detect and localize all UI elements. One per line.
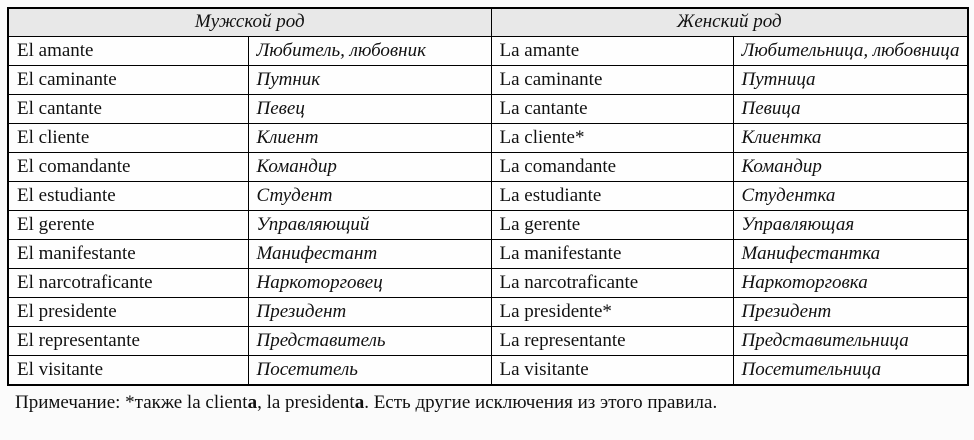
russian-translation-feminine: Путница	[732, 64, 969, 95]
spanish-word-feminine: La manifestante	[490, 238, 734, 269]
spanish-word-masculine: El cantante	[7, 93, 249, 124]
russian-translation-masculine: Наркоторговец	[247, 267, 492, 298]
russian-translation-feminine: Управляющая	[732, 209, 969, 240]
spanish-word-masculine: El estudiante	[7, 180, 249, 211]
table-row: El gerente Управляющий La gerente Управляющ…	[7, 209, 969, 240]
spanish-word-masculine: El gerente	[7, 209, 249, 240]
russian-translation-feminine: Любительница, любовница	[732, 35, 969, 66]
spanish-word-masculine: El amante	[7, 35, 249, 66]
table-row: El cliente Клиент La cliente* Клиентка	[7, 122, 969, 153]
russian-translation-feminine: Представительница	[732, 325, 969, 356]
spanish-word-feminine: La gerente	[490, 209, 734, 240]
header-row: Мужской род Женский род	[7, 7, 969, 37]
footnote-bold-ending: a	[247, 391, 258, 413]
russian-translation-feminine: Наркоторговка	[732, 267, 969, 298]
spanish-word-feminine: La estudiante	[490, 180, 734, 211]
russian-translation-masculine: Певец	[247, 93, 492, 124]
russian-translation-feminine: Командир	[732, 151, 969, 182]
table-row: El representante Представитель La represen…	[7, 325, 969, 356]
spanish-word-feminine: La visitante	[490, 354, 734, 385]
spanish-word-masculine: El manifestante	[7, 238, 249, 269]
header-feminine: Женский род	[490, 7, 969, 37]
russian-translation-feminine: Студентка	[732, 180, 969, 211]
spanish-word-masculine: El representante	[7, 325, 249, 356]
table-row: El caminante Путник La caminante Путница	[7, 64, 969, 95]
table-row: El visitante Посетитель La visitante Посети…	[7, 354, 969, 385]
russian-translation-masculine: Президент	[247, 296, 492, 327]
spanish-word-feminine: La presidente*	[490, 296, 734, 327]
russian-translation-masculine: Манифестант	[247, 238, 492, 269]
spanish-word-masculine: El caminante	[7, 64, 249, 95]
spanish-word-feminine: La amante	[490, 35, 734, 66]
table-row: El comandante Командир La comandante Команд…	[7, 151, 969, 182]
russian-translation-masculine: Управляющий	[247, 209, 492, 240]
spanish-word-feminine: La cantante	[490, 93, 734, 124]
spanish-word-masculine: El presidente	[7, 296, 249, 327]
russian-translation-masculine: Клиент	[247, 122, 492, 153]
russian-translation-masculine: Студент	[247, 180, 492, 211]
russian-translation-feminine: Манифестантка	[732, 238, 969, 269]
spanish-word-feminine: La representante	[490, 325, 734, 356]
spanish-word-feminine: La cliente*	[490, 122, 734, 153]
table-row: El presidente Президент La presidente* През…	[7, 296, 969, 327]
russian-translation-feminine: Клиентка	[732, 122, 969, 153]
table-row: El narcotraficante Наркоторговец La narcot…	[7, 267, 969, 298]
spanish-word-masculine: El cliente	[7, 122, 249, 153]
spanish-word-masculine: El comandante	[7, 151, 249, 182]
footnote-bold-ending: a	[354, 391, 365, 413]
russian-translation-feminine: Посетительница	[732, 354, 969, 385]
footnote-text: Примечание: *также la client	[15, 391, 248, 413]
russian-translation-feminine: Президент	[732, 296, 969, 327]
table-body: El amante Любитель, любовник La amante Люби…	[7, 35, 969, 385]
russian-translation-masculine: Посетитель	[247, 354, 492, 385]
russian-translation-masculine: Командир	[247, 151, 492, 182]
spanish-word-feminine: La narcotraficante	[490, 267, 734, 298]
spanish-word-feminine: La comandante	[490, 151, 734, 182]
russian-translation-feminine: Певица	[732, 93, 969, 124]
header-masculine: Мужской род	[7, 7, 492, 37]
footnote: Примечание: *также la clienta, la presid…	[15, 391, 967, 415]
table-row: El amante Любитель, любовник La amante Люби…	[7, 35, 969, 66]
gender-table: Мужской род Женский род El amante Любител…	[7, 7, 970, 386]
footnote-text: , la president	[257, 391, 355, 413]
spanish-word-masculine: El narcotraficante	[7, 267, 249, 298]
table-row: El cantante Певец La cantante Певица	[7, 93, 969, 124]
spanish-word-feminine: La caminante	[490, 64, 734, 95]
russian-translation-masculine: Представитель	[247, 325, 492, 356]
spanish-word-masculine: El visitante	[7, 354, 249, 385]
table-row: El estudiante Студент La estudiante Студент…	[7, 180, 969, 211]
russian-translation-masculine: Путник	[247, 64, 492, 95]
table-row: El manifestante Манифестант La manifestant…	[7, 238, 969, 269]
footnote-text: . Есть другие исключения из этого правил…	[364, 391, 718, 413]
russian-translation-masculine: Любитель, любовник	[247, 35, 492, 66]
